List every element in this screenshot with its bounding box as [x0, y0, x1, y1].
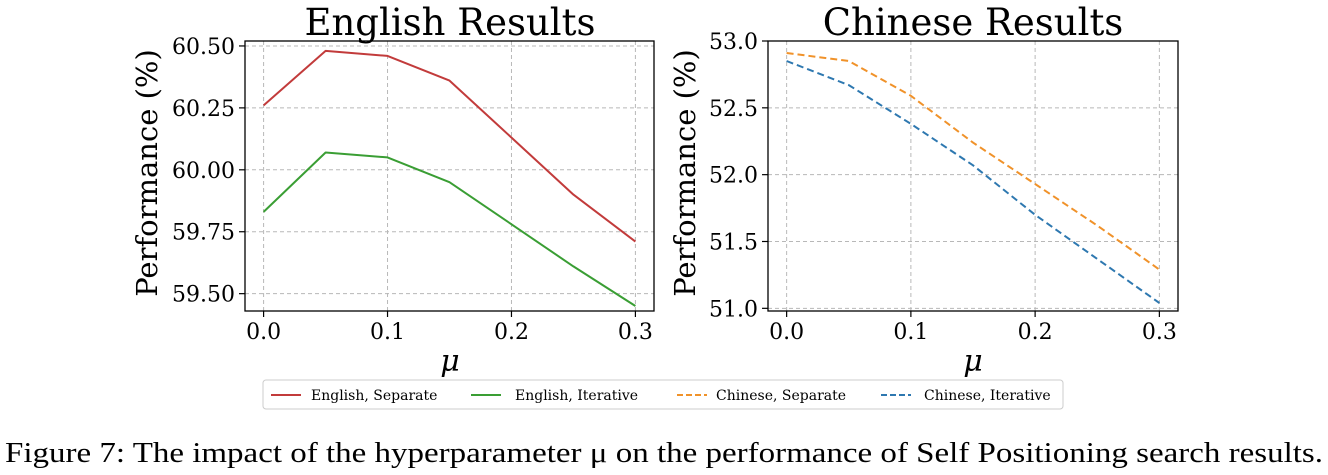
- x-tick-label: 0.0: [246, 320, 281, 345]
- plot-frame: [767, 40, 1179, 312]
- chart-title: Chinese Results: [823, 1, 1124, 44]
- y-tick-label: 52.0: [709, 164, 758, 189]
- x-tick-label: 0.0: [769, 320, 804, 345]
- legend-label: Chinese, Separate: [716, 388, 846, 404]
- series-line: [262, 49, 637, 243]
- chart-english: English Results Performance (%) μ 0.0 0.1…: [130, 1, 655, 379]
- chart-title: English Results: [304, 1, 595, 44]
- legend-entry: English, Separate: [271, 388, 437, 404]
- x-axis-label: μ: [963, 344, 983, 379]
- x-tick-label: 0.2: [1018, 320, 1053, 345]
- y-tick-label: 51.0: [709, 297, 758, 322]
- series-line: [262, 151, 636, 307]
- legend-label: English, Iterative: [515, 388, 638, 404]
- x-tick-label: 0.3: [618, 320, 653, 345]
- y-tick-label: 60.00: [172, 159, 235, 184]
- chart-chinese: Chinese Results Performance (%) μ 0.0 0.1…: [668, 1, 1179, 379]
- x-tick-label: 0.3: [1142, 320, 1177, 345]
- legend-label: English, Separate: [311, 388, 437, 404]
- y-tick-label: 53.0: [709, 30, 758, 55]
- legend-entry: English, Iterative: [471, 388, 638, 404]
- x-tick-label: 0.2: [494, 320, 529, 345]
- y-tick-label: 59.50: [172, 283, 235, 308]
- x-tick-label: 0.1: [370, 320, 405, 345]
- y-axis-label: Performance (%): [130, 49, 164, 297]
- legend-entry: Chinese, Separate: [677, 388, 846, 404]
- series-line: [786, 60, 1160, 304]
- y-axis-label: Performance (%): [668, 49, 702, 297]
- grid-lines: [768, 40, 1178, 311]
- tick-labels: 0.0 0.1 0.2 0.3 59.50 59.75 60.00 60.25 60.50: [172, 35, 653, 345]
- x-tick-label: 0.1: [893, 320, 928, 345]
- plot-frame: [244, 40, 655, 312]
- legend-frame: [262, 379, 1064, 410]
- data-series: [262, 49, 637, 307]
- y-tick-label: 60.50: [172, 35, 235, 60]
- y-tick-label: 59.75: [172, 221, 235, 246]
- figure-caption: Figure 7: The impact of the hyperparamet…: [5, 438, 1323, 469]
- series-line: [786, 52, 1160, 271]
- y-tick-label: 60.25: [172, 97, 235, 122]
- data-series: [786, 52, 1160, 304]
- y-tick-label: 52.5: [709, 97, 758, 122]
- legend-entry: Chinese, Iterative: [881, 388, 1051, 404]
- grid-lines: [245, 41, 654, 311]
- tick-labels: 0.0 0.1 0.2 0.3 51.0 51.5 52.0 52.5 53.0: [709, 30, 1177, 345]
- y-tick-label: 51.5: [709, 230, 758, 255]
- x-axis-label: μ: [440, 344, 460, 379]
- legend-label: Chinese, Iterative: [924, 388, 1051, 404]
- legend: English, Separate English, Iterative Chi…: [262, 379, 1064, 410]
